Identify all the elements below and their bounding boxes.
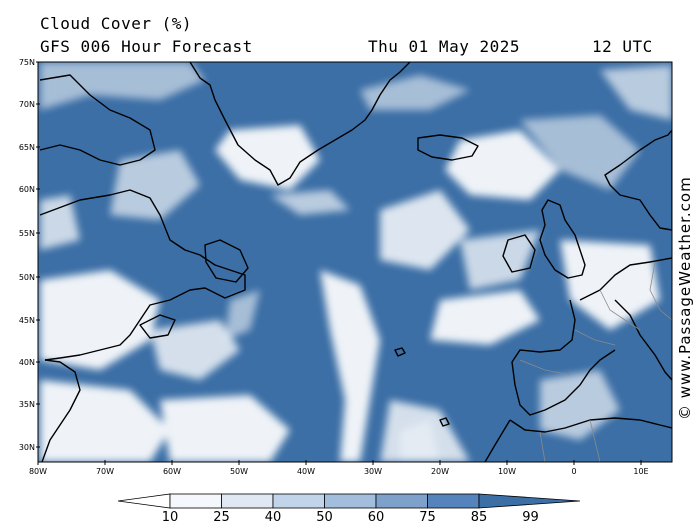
lat-label: 50N <box>19 273 35 282</box>
legend-tick-label: 50 <box>316 510 333 525</box>
latitude-labels: 75N 70N 65N 60N 55N 50N 45N 40N 35N 30N <box>19 58 40 452</box>
lat-label: 70N <box>19 100 35 109</box>
lat-label: 45N <box>19 316 35 325</box>
lat-label: 65N <box>19 143 35 152</box>
legend-colorbar: 10 25 40 50 60 75 85 99 <box>117 493 581 525</box>
lat-label: 40N <box>19 358 35 367</box>
lat-label: 55N <box>19 229 35 238</box>
lon-label: 20W <box>431 467 449 476</box>
lat-label: 35N <box>19 400 35 409</box>
lon-label: 0 <box>571 467 576 476</box>
lon-label: 30W <box>364 467 382 476</box>
lon-label: 10E <box>633 467 648 476</box>
legend-swatch <box>427 493 480 509</box>
lat-label: 75N <box>19 58 35 67</box>
legend-tick-label: 75 <box>419 510 436 525</box>
legend-tick-label: 85 <box>471 510 488 525</box>
legend-swatch <box>221 493 274 509</box>
coastlines <box>39 62 672 462</box>
lat-label: 30N <box>19 443 35 452</box>
lon-label: 70W <box>96 467 114 476</box>
legend-swatch <box>375 493 428 509</box>
legend-swatch <box>272 493 325 509</box>
lon-label: 40W <box>297 467 315 476</box>
clear-sky-areas <box>40 62 672 462</box>
legend-swatch <box>169 493 222 509</box>
country-borders <box>519 261 672 462</box>
passageweather-credit: © www.PassageWeather.com <box>676 176 694 420</box>
forecast-date: Thu 01 May 2025 <box>368 37 520 56</box>
map-frame <box>37 61 673 463</box>
legend-swatch <box>324 493 377 509</box>
legend-tick-label: 25 <box>213 510 230 525</box>
legend-cap-high <box>478 493 581 509</box>
legend-tick-label: 60 <box>368 510 385 525</box>
legend-tick-label: 10 <box>162 510 179 525</box>
map-title: Cloud Cover (%) <box>40 14 192 33</box>
forecast-subtitle: GFS 006 Hour Forecast <box>40 37 253 56</box>
lon-label: 80W <box>29 467 47 476</box>
lon-label: 10W <box>498 467 516 476</box>
legend-tick-label: 99 <box>522 510 539 525</box>
legend-cap-low <box>117 493 171 509</box>
lon-label: 60W <box>163 467 181 476</box>
legend-tick-label: 40 <box>265 510 282 525</box>
forecast-time: 12 UTC <box>592 37 653 56</box>
lon-label: 50W <box>230 467 248 476</box>
longitude-labels: 80W 70W 60W 50W 40W 30W 20W 10W 0 10E <box>29 460 649 476</box>
lat-label: 60N <box>19 185 35 194</box>
